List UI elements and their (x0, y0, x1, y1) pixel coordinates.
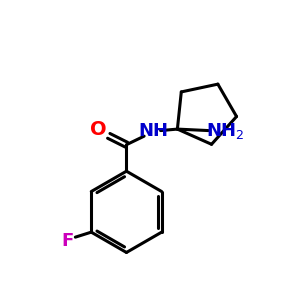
Text: NH$_2$: NH$_2$ (206, 121, 244, 141)
Text: NH: NH (138, 122, 168, 140)
Text: O: O (91, 121, 107, 140)
Text: F: F (61, 232, 74, 250)
